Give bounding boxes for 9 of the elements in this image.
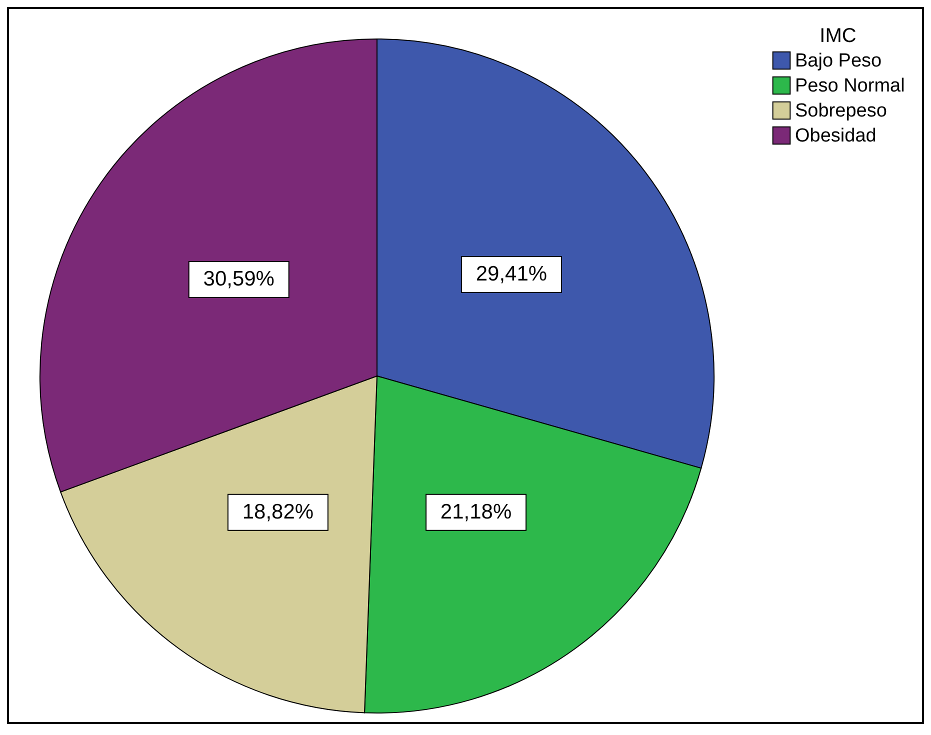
legend-label: Bajo Peso	[795, 50, 882, 72]
legend-label: Sobrepeso	[795, 100, 887, 122]
data-label: 30,59%	[203, 268, 274, 290]
legend-label: Peso Normal	[795, 76, 905, 96]
data-label: 18,82%	[242, 500, 314, 524]
data-label: 21,18%	[440, 500, 512, 524]
legend-title: IMC	[820, 25, 856, 47]
data-label: 29,41%	[476, 262, 548, 286]
legend-label: Obesidad	[795, 126, 876, 146]
